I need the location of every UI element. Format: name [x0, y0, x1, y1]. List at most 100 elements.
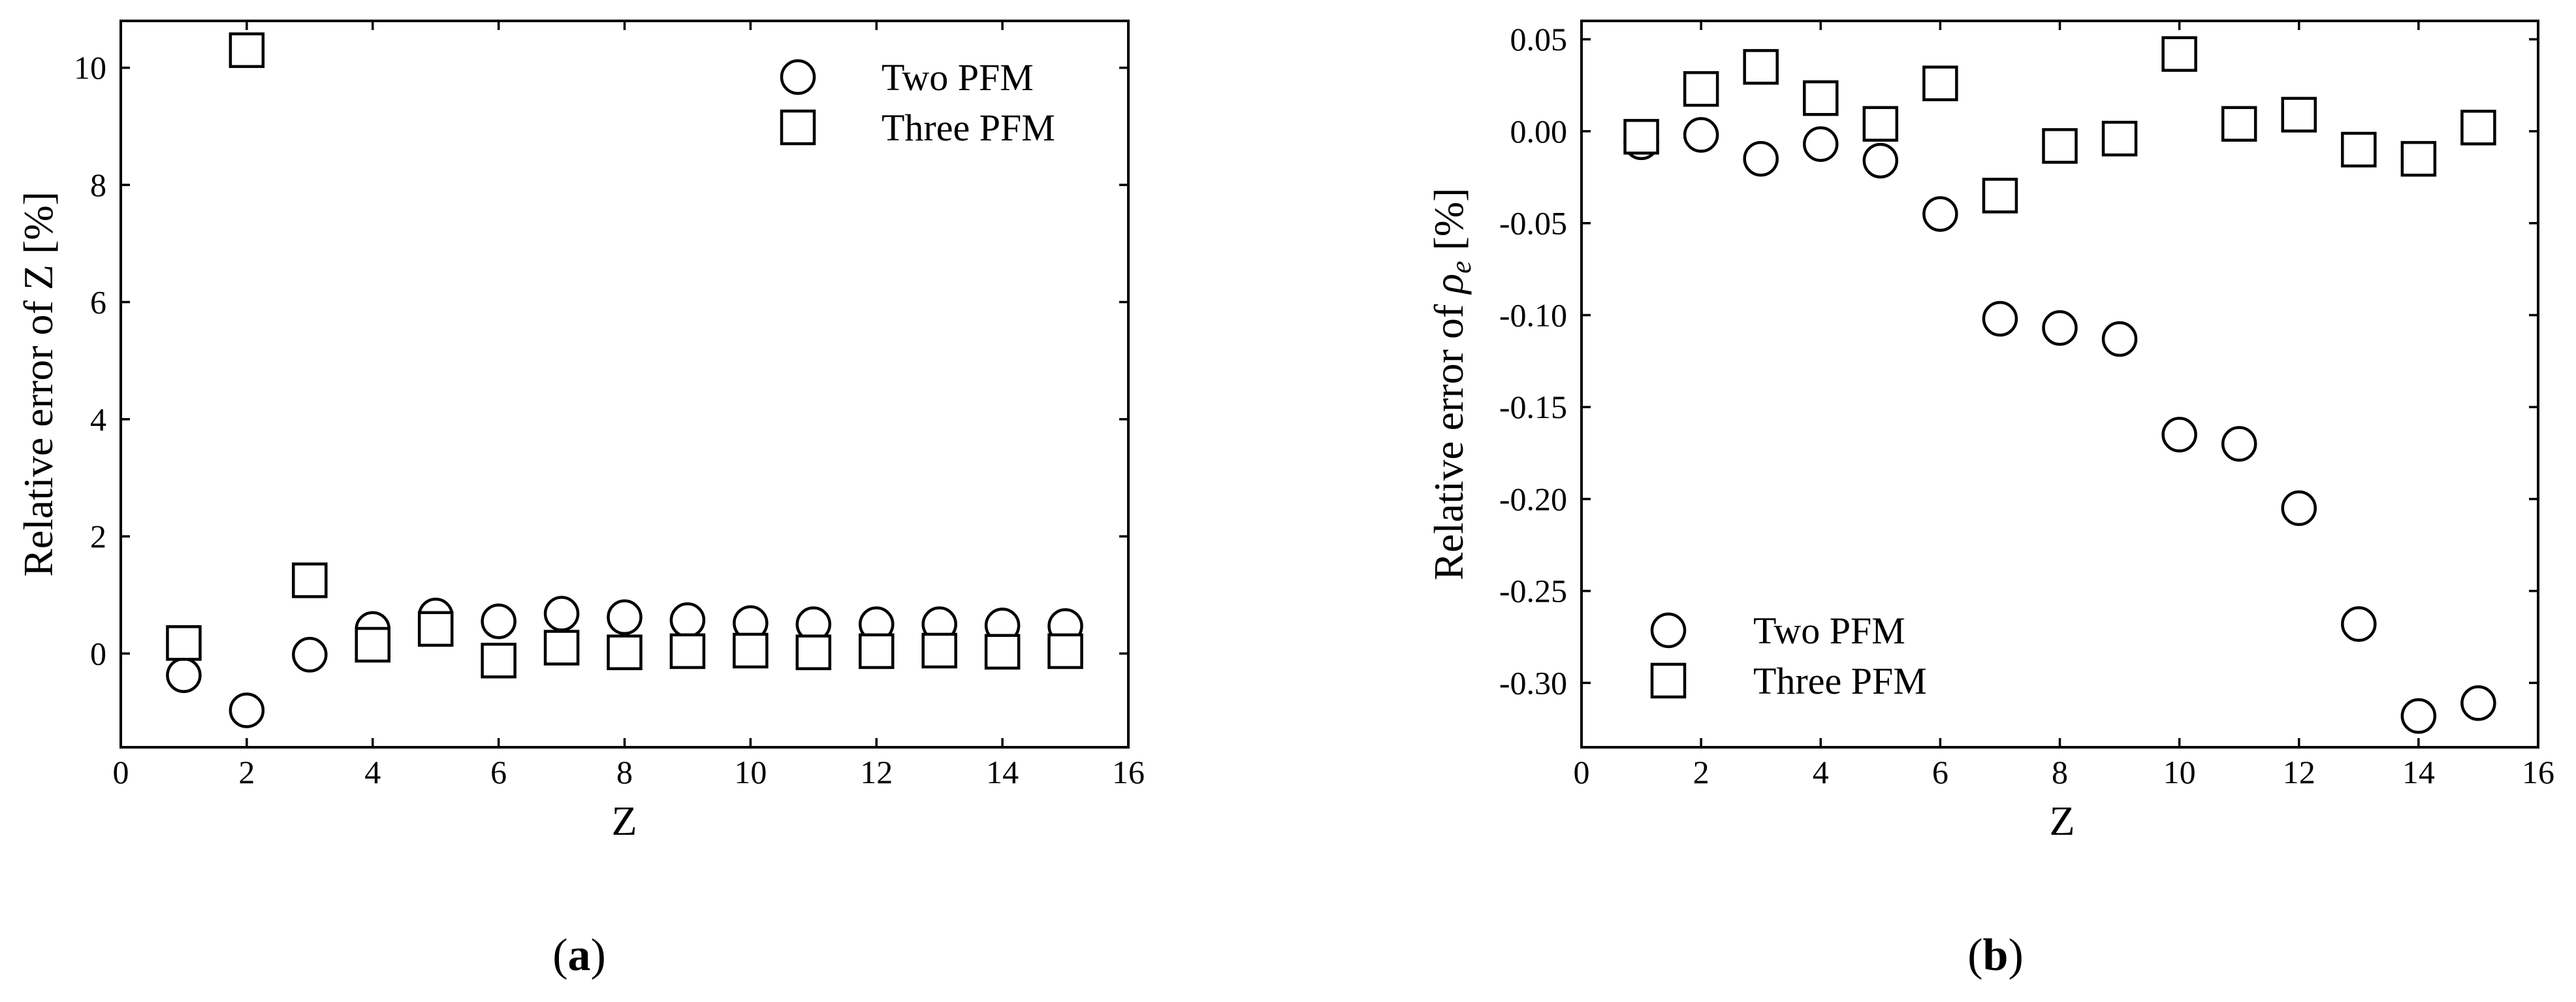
data-point-two-pfm	[2400, 698, 2437, 734]
data-point-three-pfm	[166, 625, 202, 661]
x-tick-label: 8	[2052, 754, 2068, 790]
y-tick-label: -0.10	[1499, 297, 1567, 333]
data-point-two-pfm	[1683, 117, 1719, 153]
y-tick-label: 0	[90, 636, 106, 672]
data-point-three-pfm	[795, 634, 832, 670]
y-tick-label: -0.15	[1499, 389, 1567, 425]
data-point-three-pfm	[2042, 128, 2078, 164]
y-axis-label-rho-b: ρ	[1425, 274, 1472, 295]
data-point-two-pfm	[292, 637, 328, 673]
y-tick-group-a: 0 2 4 6 8 10	[74, 50, 1128, 672]
x-tick-group-b: 0 2 4 6 8 10 12 14 16	[1574, 21, 2554, 790]
data-point-two-pfm	[2460, 685, 2496, 721]
x-tick-label: 12	[2283, 754, 2315, 790]
data-point-three-pfm	[417, 611, 454, 647]
data-point-three-pfm	[2460, 110, 2496, 146]
y-tick-label: 2	[90, 518, 106, 555]
data-point-three-pfm	[1047, 633, 1083, 670]
data-point-three-pfm	[1803, 80, 1839, 116]
legend-b: Two PFM Three PFM	[1650, 609, 1927, 702]
data-points-a	[166, 32, 1083, 728]
x-tick-label: 2	[238, 754, 255, 790]
data-point-three-pfm	[1683, 71, 1719, 107]
legend-label-two-pfm-a: Two PFM	[882, 56, 1034, 99]
data-point-three-pfm	[2101, 120, 2138, 157]
data-point-two-pfm	[1982, 300, 2018, 337]
data-point-three-pfm	[543, 630, 580, 666]
x-tick-label: 10	[734, 754, 767, 790]
data-point-three-pfm	[2281, 97, 2317, 133]
x-axis-label-a: Z	[611, 798, 637, 844]
legend-marker-three-pfm-a	[780, 109, 816, 146]
data-point-three-pfm	[292, 562, 328, 598]
panel-caption-letter-a: a	[568, 930, 591, 980]
data-point-two-pfm	[2161, 417, 2197, 453]
data-point-two-pfm	[607, 599, 643, 636]
x-tick-label: 14	[2402, 754, 2435, 790]
x-tick-label: 10	[2163, 754, 2196, 790]
x-tick-label: 6	[1932, 754, 1948, 790]
y-tick-label: -0.25	[1499, 573, 1567, 609]
legend-marker-two-pfm-a	[780, 59, 816, 95]
legend-label-three-pfm-a: Three PFM	[882, 106, 1055, 149]
data-point-three-pfm	[2161, 36, 2197, 72]
y-tick-label: 8	[90, 167, 106, 203]
data-point-three-pfm	[921, 632, 957, 669]
y-axis-label-text-b: Relative error of	[1425, 294, 1472, 581]
legend-a: Two PFM Three PFM	[780, 56, 1055, 149]
y-tick-label: 10	[74, 50, 106, 86]
y-tick-label: -0.05	[1499, 205, 1567, 242]
x-tick-label: 8	[616, 754, 633, 790]
legend-label-two-pfm-b: Two PFM	[1753, 609, 1905, 652]
x-tick-label: 0	[113, 754, 129, 790]
legend-label-three-pfm-b: Three PFM	[1753, 660, 1927, 702]
data-point-two-pfm	[669, 602, 706, 638]
data-point-three-pfm	[229, 32, 265, 69]
chart-panel-a: 0 2 4 6 8 10 12 14 16 0 2 4 6 8 10 Z Relative error o…	[15, 20, 1145, 980]
data-point-three-pfm	[859, 633, 895, 670]
data-point-two-pfm	[229, 692, 265, 728]
x-tick-label: 0	[1574, 754, 1590, 790]
data-point-three-pfm	[733, 632, 769, 669]
data-point-two-pfm	[2042, 310, 2078, 346]
data-point-three-pfm	[607, 634, 643, 670]
data-point-three-pfm	[355, 626, 390, 663]
data-point-three-pfm	[2221, 106, 2257, 142]
data-point-two-pfm	[2221, 426, 2257, 462]
panel-caption-a: (a)	[552, 930, 606, 980]
data-point-three-pfm	[1623, 119, 1659, 155]
x-tick-group-a: 0 2 4 6 8 10 12 14 16	[113, 21, 1145, 790]
data-point-three-pfm	[1982, 178, 2018, 214]
x-tick-label: 12	[860, 754, 893, 790]
data-point-three-pfm	[2341, 131, 2377, 168]
data-point-three-pfm	[669, 633, 706, 670]
y-axis-label-subscript-b: e	[1445, 261, 1477, 274]
data-point-two-pfm	[1922, 196, 1958, 232]
y-tick-label: 6	[90, 283, 106, 320]
x-tick-label: 16	[2522, 754, 2554, 790]
y-tick-label: 0.00	[1510, 113, 1568, 150]
y-axis-label-a: Relative error of Z [%]	[15, 191, 61, 577]
data-point-three-pfm	[1743, 49, 1779, 85]
data-point-two-pfm	[543, 596, 580, 632]
data-point-three-pfm	[1862, 106, 1899, 142]
y-axis-label-b: Relative error of ρe [%]	[1425, 187, 1477, 580]
data-point-three-pfm	[1922, 65, 1958, 101]
y-axis-label-unit-b: [%]	[1425, 187, 1472, 261]
data-point-two-pfm	[2341, 606, 2377, 642]
x-tick-label: 4	[1813, 754, 1829, 790]
x-tick-label: 6	[490, 754, 507, 790]
y-tick-label: -0.30	[1499, 664, 1567, 701]
data-point-three-pfm	[984, 634, 1021, 670]
y-tick-label: 4	[90, 401, 106, 438]
data-point-two-pfm	[1743, 140, 1779, 177]
data-point-two-pfm	[481, 603, 517, 639]
data-point-two-pfm	[1862, 142, 1899, 179]
data-point-three-pfm	[481, 643, 517, 679]
legend-marker-three-pfm-b	[1650, 662, 1687, 699]
x-tick-label: 4	[364, 754, 381, 790]
x-axis-label-b: Z	[2049, 798, 2075, 844]
data-point-three-pfm	[2400, 140, 2437, 177]
x-tick-label: 2	[1693, 754, 1709, 790]
